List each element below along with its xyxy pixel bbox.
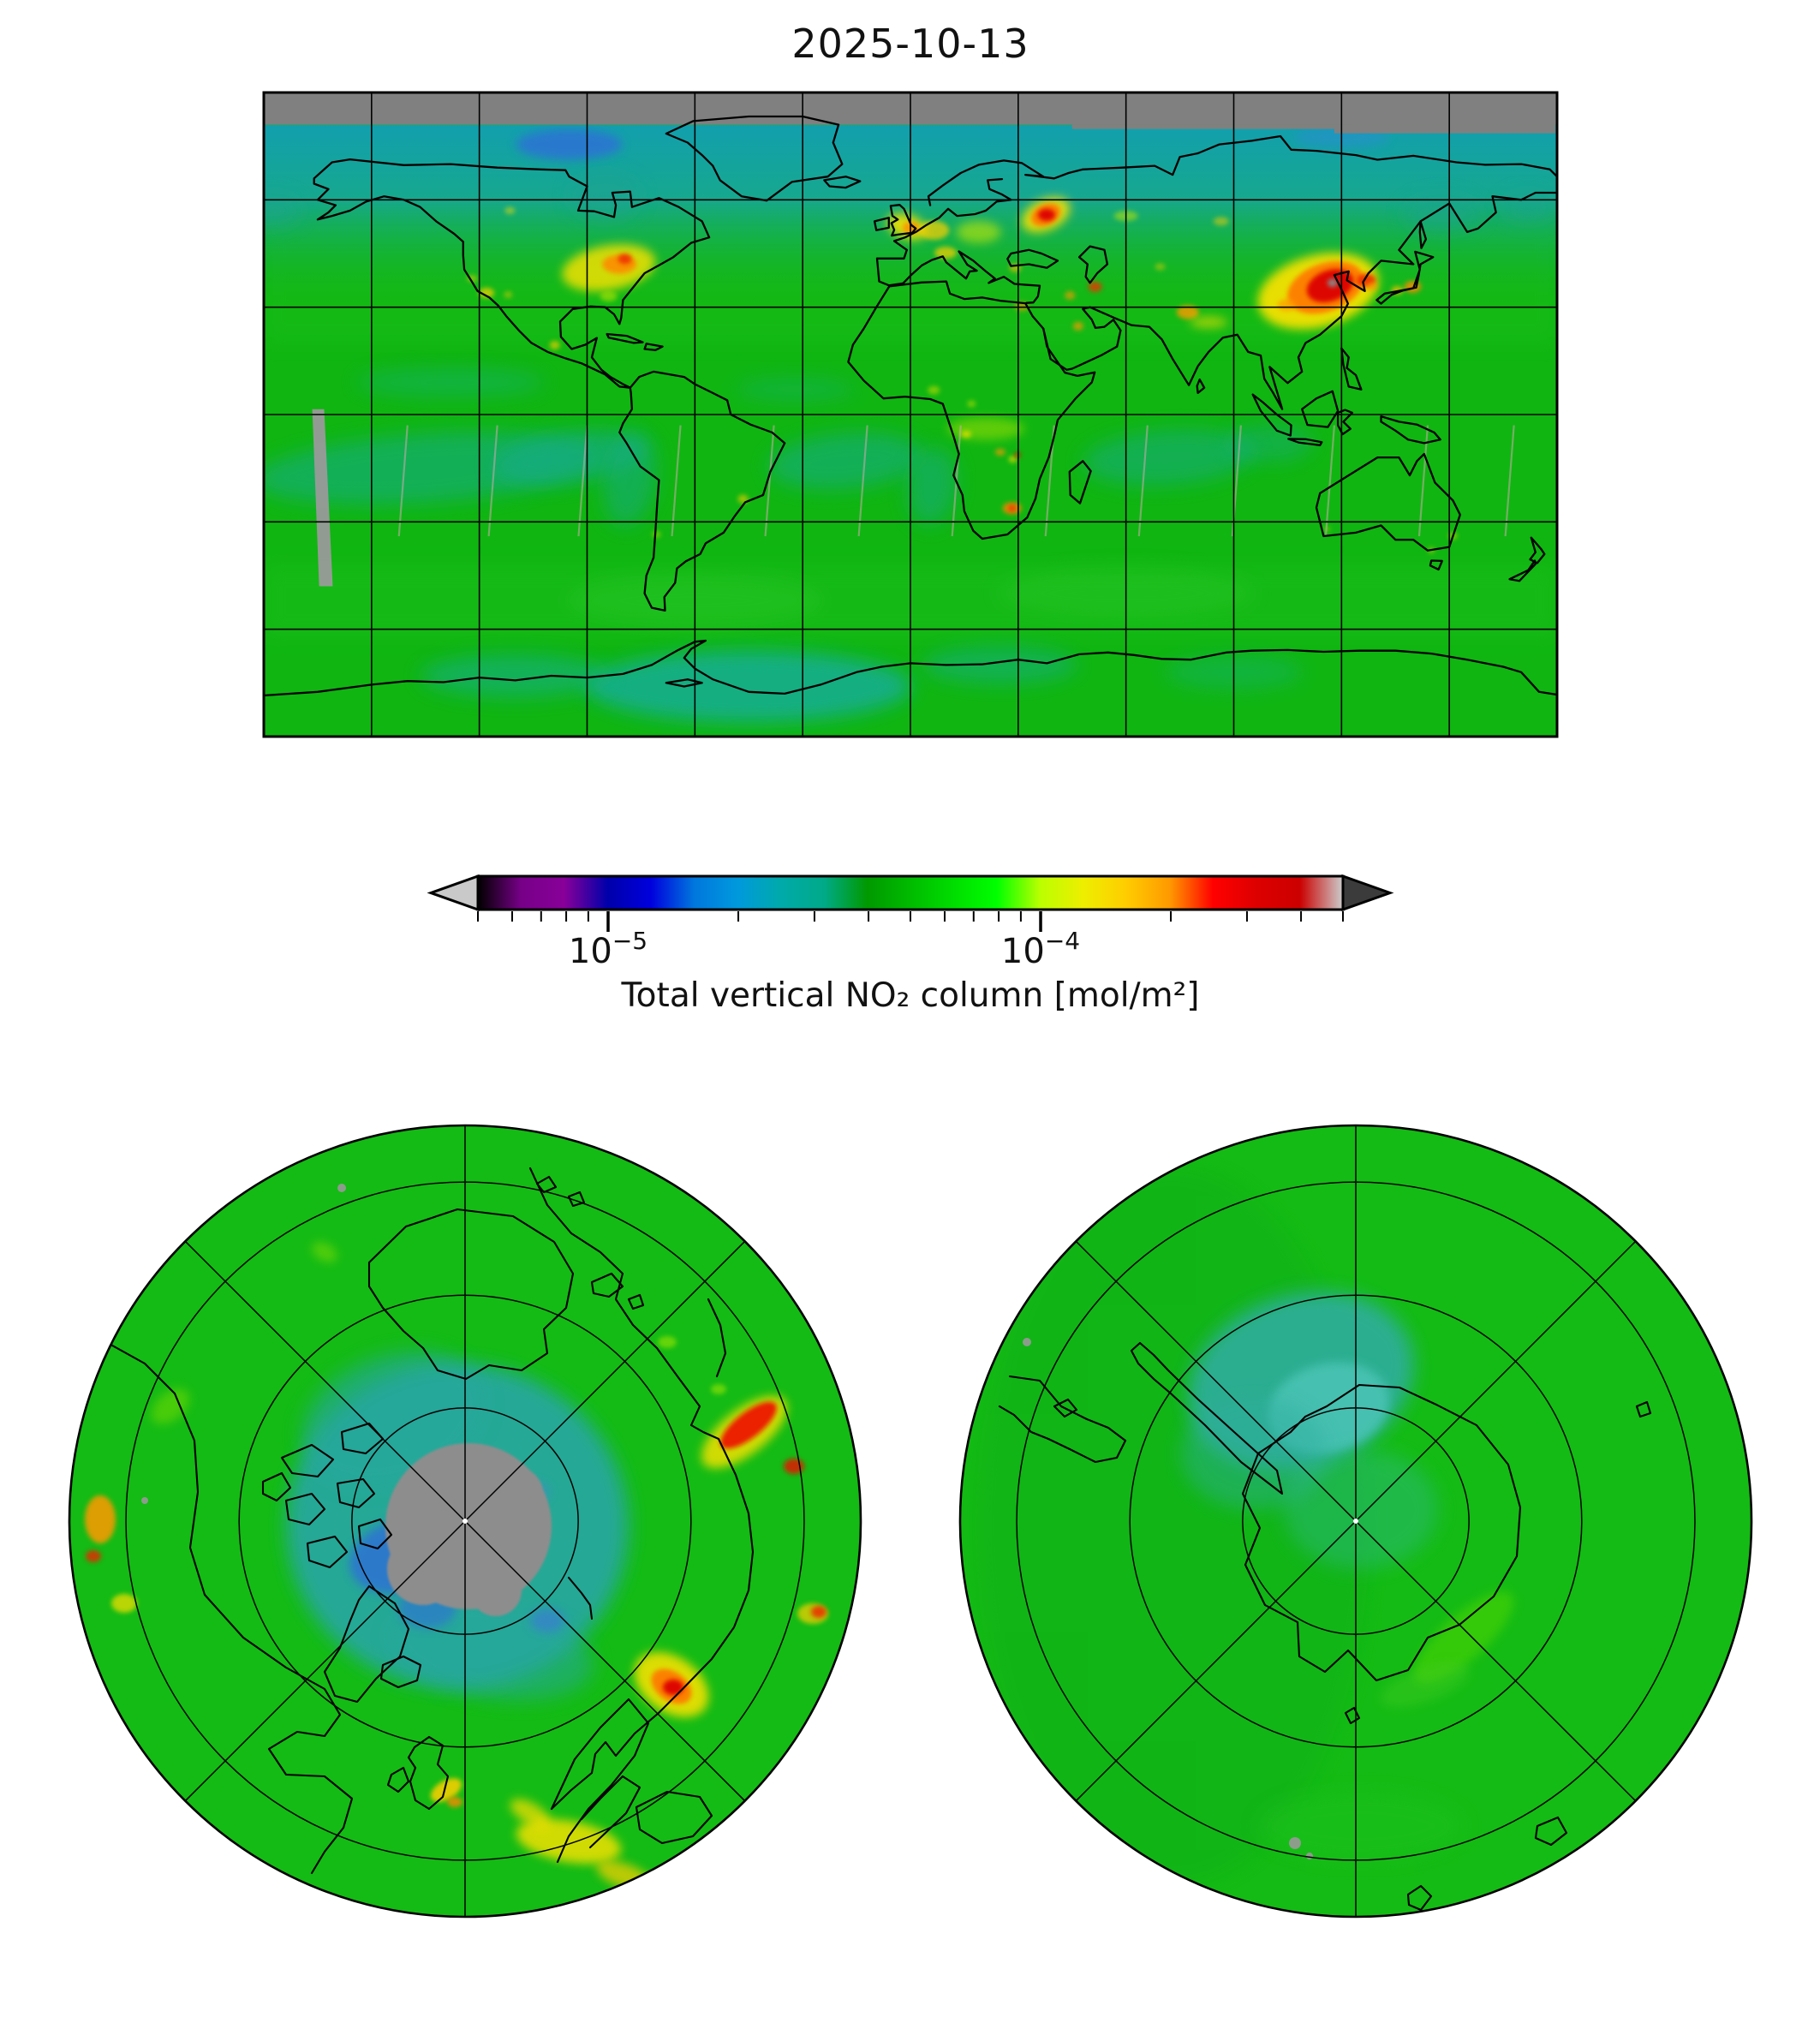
coastlines xyxy=(264,115,1557,697)
field-patch-africa-burn-1 xyxy=(961,430,972,438)
field-patch-uk-orange xyxy=(447,1797,462,1807)
field-patch-ne-china-rim-red xyxy=(720,1401,777,1449)
field-patch-tehran xyxy=(1088,281,1102,292)
coastlines xyxy=(998,1341,1652,1912)
field-patch-tashkent xyxy=(1155,263,1166,271)
pole-center-dot xyxy=(462,1519,468,1524)
field-patch-uk-yellow xyxy=(430,1778,462,1802)
field-patch-s-atlantic xyxy=(768,433,923,490)
field-patch-highveld-core xyxy=(1007,504,1017,512)
colorbar-label: Total vertical NO₂ column [mol/m²] xyxy=(621,976,1200,1015)
field-patch-africa-burn-3 xyxy=(1008,456,1017,463)
field-patch-antarctic-teal-w xyxy=(421,653,610,697)
field-patch-okhotsk-low xyxy=(1403,197,1481,232)
field-patch-sichuan xyxy=(1277,299,1297,312)
field-patch-los-angeles xyxy=(479,287,495,298)
field-patch-arctic-blue-3 xyxy=(530,1608,564,1632)
field-patch-antarctic-teal-e xyxy=(922,646,1077,684)
field-patch-bering-low-e xyxy=(1502,194,1554,220)
field-patch-africa-biomass-halo xyxy=(947,417,1025,440)
map-border xyxy=(262,91,1559,738)
field-patch-mexico-city xyxy=(549,340,560,349)
field-patch-east-china-over-range xyxy=(1327,278,1338,288)
no-data-speck xyxy=(141,1497,148,1504)
field-patch-peru-coast xyxy=(603,432,657,526)
field-patch-riyadh xyxy=(1072,321,1083,331)
no-data-speck xyxy=(1023,1338,1031,1346)
colorbar-gradient xyxy=(476,874,1345,911)
coastlines xyxy=(104,1167,773,1875)
field-patch-benelux-ruhr xyxy=(918,220,950,240)
no-data-speck xyxy=(1289,1837,1301,1849)
figure-title: 2025-10-13 xyxy=(791,21,1029,67)
field-patch-canada-oil-sands xyxy=(504,206,516,214)
colorbar-tick-label: 10−4 xyxy=(1001,927,1080,968)
field-patch-phoenix xyxy=(504,291,513,299)
no-data-swath xyxy=(312,409,333,587)
colorbar-under-arrow xyxy=(427,874,480,912)
field-patch-left-yellow xyxy=(111,1594,137,1613)
field-patch-south-korea xyxy=(1365,282,1378,291)
field-patch-ganges-plain xyxy=(1190,316,1228,329)
field-patch-santiago xyxy=(652,530,661,538)
field-patch-right-rim-red xyxy=(811,1606,826,1618)
pole-data-gap xyxy=(385,1443,552,1616)
field-patch-po-valley xyxy=(934,247,958,260)
graticule xyxy=(264,92,1557,737)
field-patch-europe-yellow-1 xyxy=(516,1819,622,1864)
field-patch-center-fade xyxy=(1284,1449,1438,1569)
no-data-speck xyxy=(1306,1853,1313,1859)
map-border xyxy=(958,1124,1753,1919)
colorbar-tick-label: 10−5 xyxy=(569,927,647,968)
field-patch-africa-burn-red xyxy=(1014,452,1021,458)
field-patch-bright-arc-1 xyxy=(1413,1591,1514,1684)
field-patch-n-pacific-itcz xyxy=(356,368,546,397)
field-patch-eastern-us-red xyxy=(618,254,632,265)
field-patch-n-atlantic-itcz xyxy=(735,378,856,401)
field-patch-sahel-burn xyxy=(967,400,976,408)
field-patch-antarctic-teal-main xyxy=(586,650,912,723)
field-patch-nigeria xyxy=(928,385,940,395)
south-polar-panel xyxy=(958,1124,1753,1919)
orbit-seams xyxy=(397,425,1515,537)
field-patch-uk-core xyxy=(902,221,920,234)
field-patch-antarctic-low-ext xyxy=(1181,1398,1327,1509)
colorbar: 10−5 10−4 xyxy=(427,874,1394,968)
field-patch-tokyo xyxy=(1404,280,1422,293)
field-patch-rim-bright-bottom xyxy=(1258,1792,1464,1860)
colorbar-ticks xyxy=(477,911,1344,932)
field-patch-moscow-core xyxy=(1037,208,1055,221)
field-patch-left-top-green xyxy=(151,1388,190,1424)
field-patch-delhi xyxy=(1176,305,1199,319)
field-patch-top-left-faint xyxy=(312,1242,337,1262)
field-patch-bering-low-w xyxy=(264,194,301,226)
field-patch-siberia-speck-2 xyxy=(711,1384,726,1394)
field-patch-central-europe xyxy=(956,220,1001,243)
pole-center-dot xyxy=(1353,1519,1358,1524)
field-patch-siberia-speck-1 xyxy=(658,1336,677,1348)
field-patch-bright-arc-2 xyxy=(1380,1662,1471,1708)
field-patch-africa-burn-2 xyxy=(994,448,1005,456)
field-patch-kuzbass xyxy=(1213,217,1229,226)
field-patch-left-rim-orange xyxy=(85,1495,116,1543)
field-patch-scandinavia-yellow xyxy=(510,1799,551,1828)
field-patch-left-rim-red xyxy=(86,1550,101,1562)
no-data-speck xyxy=(337,1184,346,1192)
world-map-panel xyxy=(262,91,1559,738)
map-border xyxy=(68,1124,862,1919)
field-patch-moscow-core xyxy=(663,1680,683,1695)
field-patch-us-southeast xyxy=(600,291,618,302)
colorbar-over-arrow xyxy=(1341,874,1394,912)
field-patch-baghdad xyxy=(1065,290,1076,300)
field-patch-hudson-bay-low xyxy=(570,174,640,219)
field-patch-arctic-blue-canada xyxy=(516,128,623,160)
north-polar-panel xyxy=(68,1124,862,1919)
field-patch-namibia-coast xyxy=(907,447,957,525)
